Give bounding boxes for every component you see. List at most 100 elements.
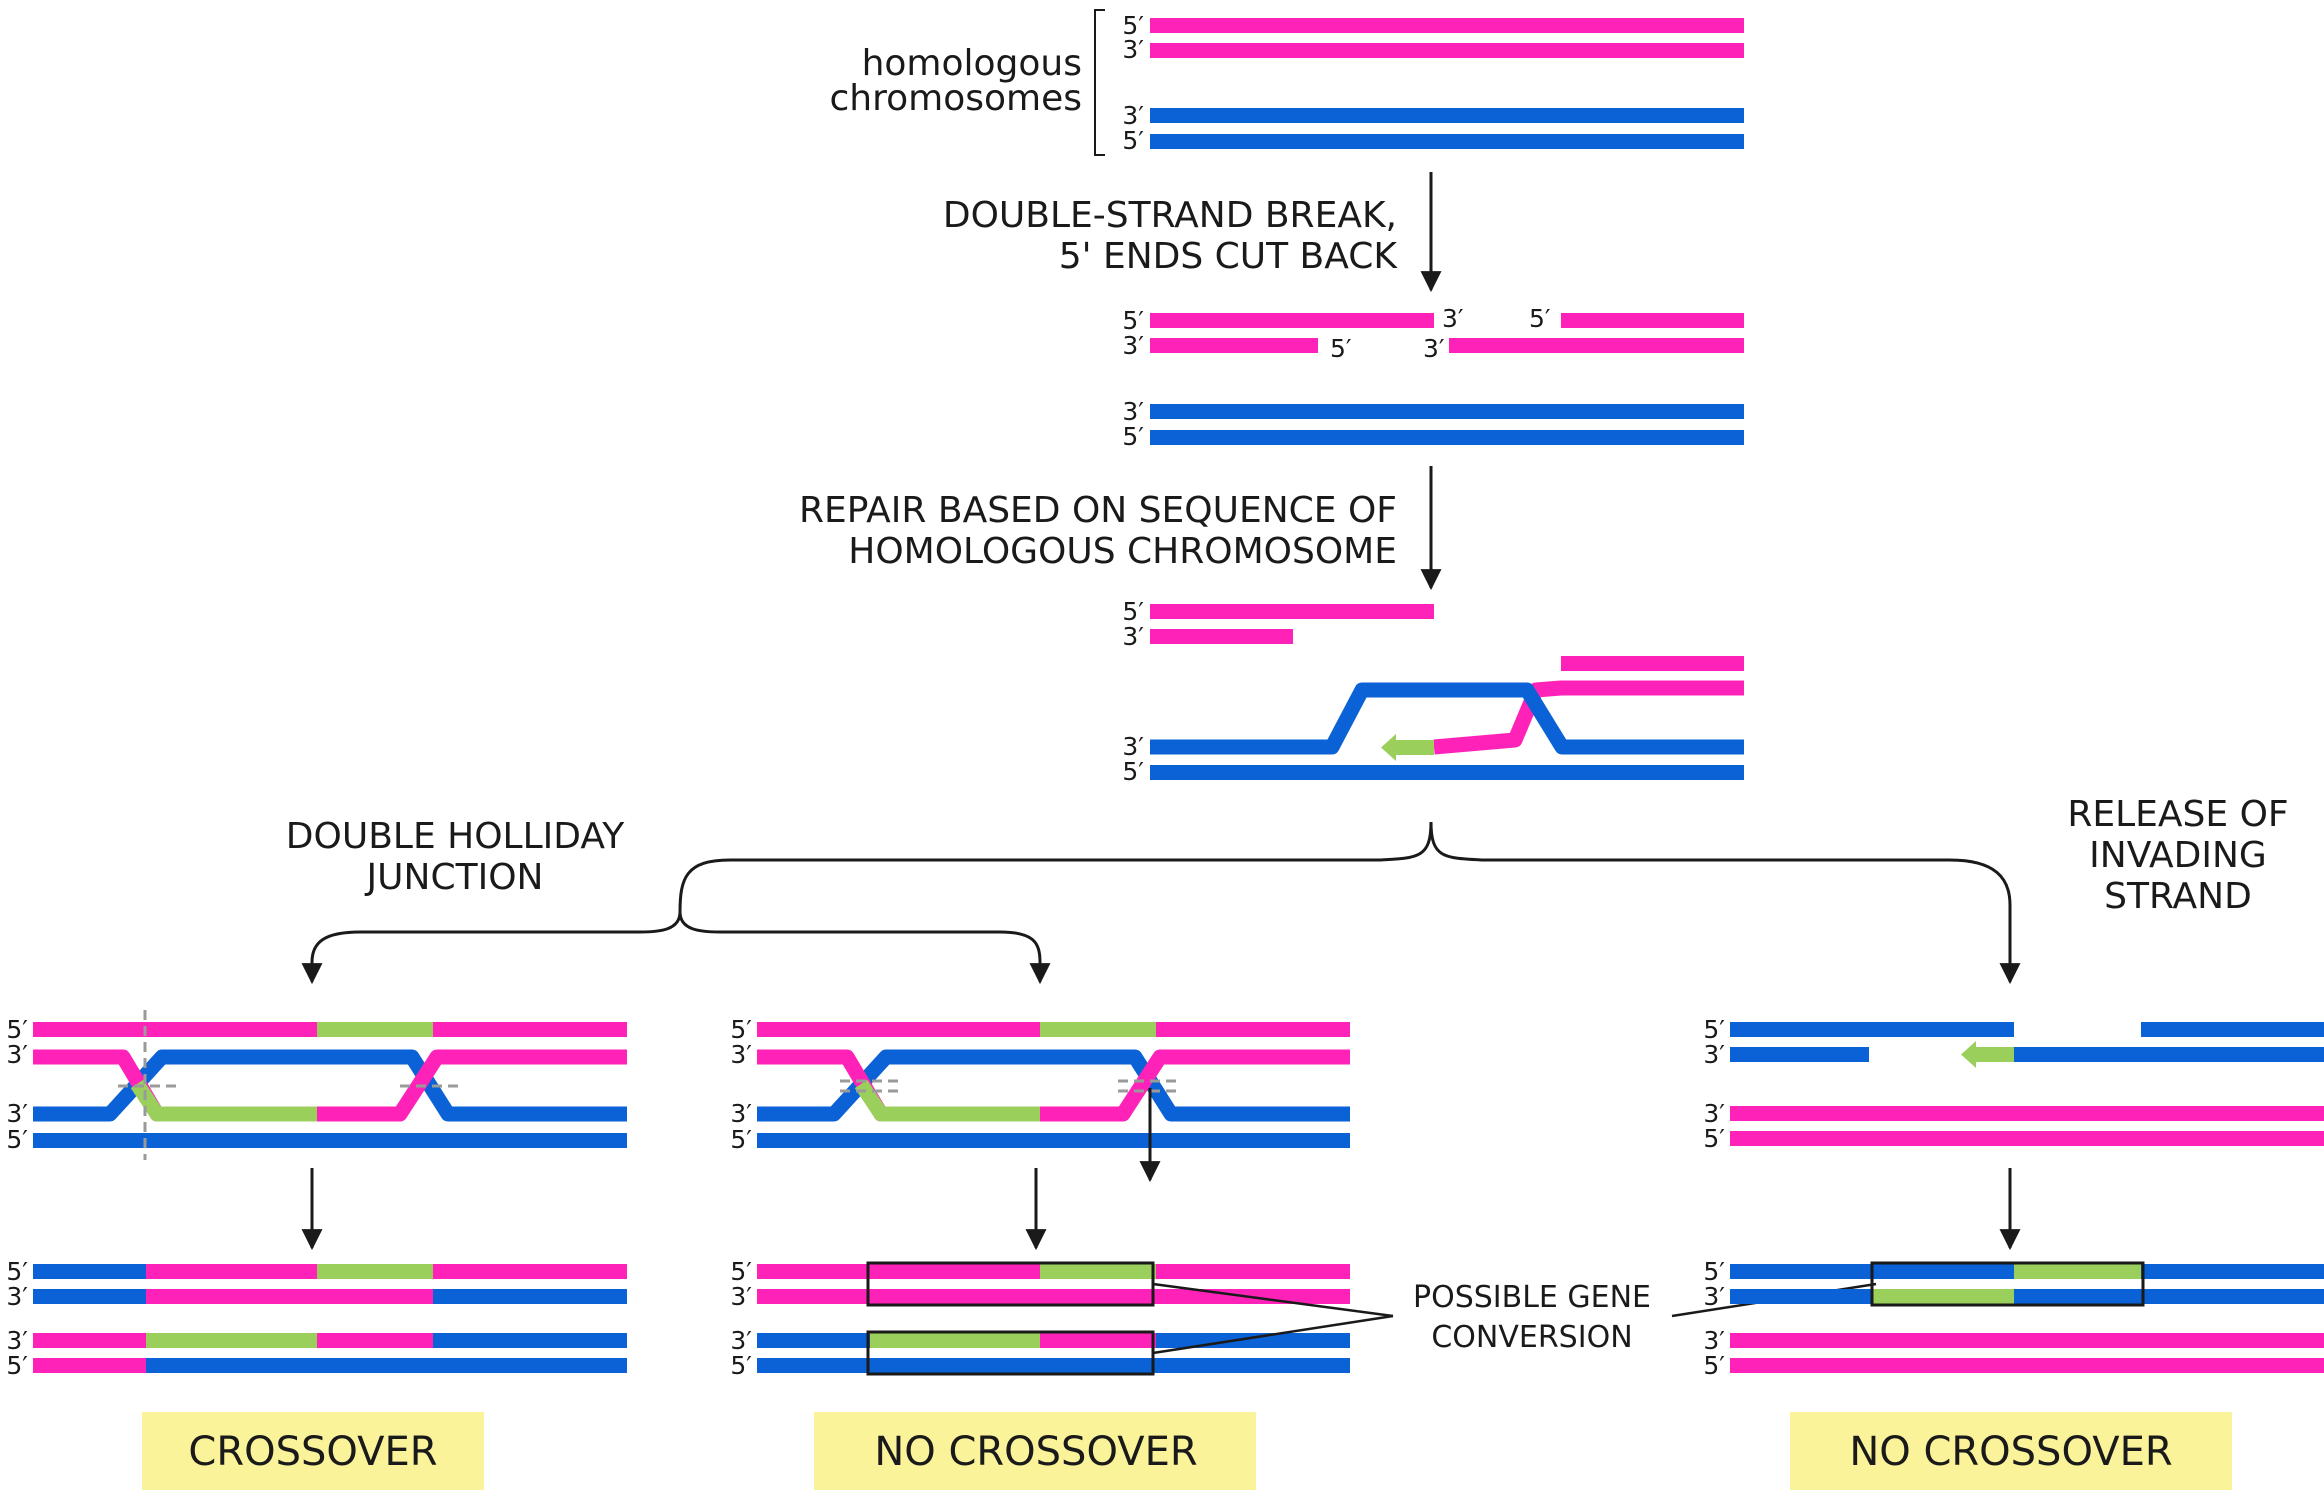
end-label: 3′ [6, 1099, 28, 1128]
green-segment [317, 1264, 433, 1279]
blue-segment [757, 1358, 1350, 1373]
pink-fragment [1150, 604, 1434, 619]
end-label: 3′ [730, 1040, 752, 1069]
blue-segment [1730, 1289, 1873, 1304]
green-segment [1040, 1264, 1156, 1279]
pink-fragment [1150, 629, 1293, 644]
break-label-line1: DOUBLE-STRAND BREAK, [943, 195, 1397, 236]
pink-fragment [1561, 656, 1744, 671]
pink-fragment [1561, 313, 1744, 328]
middle-holliday-junction: 5′ 3′ 3′ 5′ [730, 1015, 1350, 1251]
blue-segment [146, 1358, 627, 1373]
blue-crossing-strand [33, 1049, 627, 1122]
end-label: 5′ [1703, 1257, 1725, 1286]
blue-segment [757, 1333, 870, 1348]
stage-1-homologous-chromosomes: homologous chromosomes 5′ 3′ 3′ 5′ [830, 9, 1744, 156]
pink-segment [146, 1264, 317, 1279]
end-label: 5′ [6, 1015, 28, 1044]
pink-top-strand [1150, 18, 1744, 33]
blue-bottom-strand [757, 1133, 1350, 1148]
green-new-dna [130, 1079, 317, 1122]
release-label-line1: RELEASE OF [2067, 794, 2288, 835]
blue-segment [33, 1264, 146, 1279]
release-label-line3: STRAND [2104, 876, 2252, 917]
blue-segment [433, 1289, 627, 1304]
pink-fragment [1449, 338, 1744, 353]
step-double-strand-break: DOUBLE-STRAND BREAK, 5' ENDS CUT BACK [943, 172, 1442, 293]
pink-crossing-strand [1040, 1049, 1350, 1122]
end-label: 5′ [1122, 597, 1144, 626]
pink-fragment [1150, 313, 1434, 328]
end-label: 3′ [6, 1326, 28, 1355]
gene-conversion-label-line2: CONVERSION [1431, 1320, 1632, 1355]
gene-conversion-label-line1: POSSIBLE GENE [1413, 1280, 1651, 1315]
end-label: 5′ [6, 1257, 28, 1286]
stage-3-strand-invasion: 5′ 3′ 3′ 5′ [1122, 597, 1744, 786]
end-label: 5′ [6, 1351, 28, 1380]
blue-top-strand [1150, 108, 1744, 123]
blue-segment [433, 1333, 627, 1348]
green-segment [870, 1333, 1040, 1348]
pink-strand [1730, 1131, 2324, 1146]
callout-line [1152, 1314, 1394, 1355]
pink-fragment [1150, 338, 1318, 353]
end-label: 3′ [730, 1282, 752, 1311]
end-label: 5′ [730, 1015, 752, 1044]
blue-crossing-strand [757, 1049, 1350, 1122]
brace-left [678, 821, 1433, 913]
pink-strand [1730, 1106, 2324, 1121]
pink-strand [1730, 1358, 2324, 1373]
brace-branch-middle [678, 911, 1051, 985]
outcome-box [1790, 1412, 2232, 1490]
blue-displaced-strand [1150, 682, 1744, 755]
end-label: 3′ [1703, 1326, 1725, 1355]
release-label-line2: INVADING [2089, 835, 2267, 876]
end-label: 3′ [1122, 397, 1144, 426]
blue-top-strand [1150, 404, 1744, 419]
pink-strand [757, 1022, 1040, 1037]
step-repair: REPAIR BASED ON SEQUENCE OF HOMOLOGOUS C… [799, 466, 1442, 591]
end-label: 5′ [1122, 11, 1144, 40]
outcome-left-label: CROSSOVER [188, 1429, 437, 1475]
pink-crossing-strand [317, 1049, 627, 1122]
left-holliday-junction: 5′ 3′ 3′ 5′ [6, 1010, 627, 1251]
end-label: 3′ [1122, 732, 1144, 761]
blue-segment [1730, 1047, 1869, 1062]
blue-bottom-strand [33, 1133, 627, 1148]
pink-segment [433, 1264, 627, 1279]
pink-segment [317, 1333, 433, 1348]
end-label: 3′ [6, 1040, 28, 1069]
end-label: 3′ [6, 1282, 28, 1311]
green-new-dna [854, 1079, 1040, 1122]
end-label: 5′ [1529, 304, 1551, 333]
right-no-crossover-products: 5′ 3′ 3′ 5′ NO CROSSOVER [1703, 1257, 2324, 1490]
end-label: 5′ [1703, 1015, 1725, 1044]
new-synthesis-arrow [1381, 734, 1434, 761]
green-new-dna [1040, 1022, 1156, 1037]
outcome-middle-label: NO CROSSOVER [874, 1429, 1197, 1475]
end-label: 5′ [1122, 422, 1144, 451]
end-label: 5′ [730, 1257, 752, 1286]
repair-label-line1: REPAIR BASED ON SEQUENCE OF [799, 490, 1397, 531]
break-label-line2: 5' ENDS CUT BACK [1059, 236, 1399, 277]
blue-segment [33, 1289, 146, 1304]
pink-strand [1156, 1022, 1350, 1037]
blue-segment [2141, 1022, 2324, 1037]
pink-strand [1730, 1333, 2324, 1348]
end-label: 3′ [1122, 101, 1144, 130]
blue-segment [2014, 1047, 2324, 1062]
end-label: 3′ [1122, 331, 1144, 360]
pink-segment [1040, 1333, 1156, 1348]
end-label: 5′ [6, 1125, 28, 1154]
branch-brace: DOUBLE HOLLIDAY JUNCTION RELEASE OF INVA… [286, 794, 2289, 985]
homologous-label-line2: chromosomes [830, 78, 1083, 119]
end-label: 5′ [1703, 1351, 1725, 1380]
pink-bottom-strand [1150, 43, 1744, 58]
pink-strand [433, 1022, 627, 1037]
new-synthesis-arrow [1961, 1041, 2014, 1068]
callout-line [1152, 1282, 1394, 1318]
pink-strand [33, 1022, 317, 1037]
green-segment [2014, 1264, 2141, 1279]
bracket [1094, 9, 1105, 156]
end-label: 3′ [1703, 1282, 1725, 1311]
